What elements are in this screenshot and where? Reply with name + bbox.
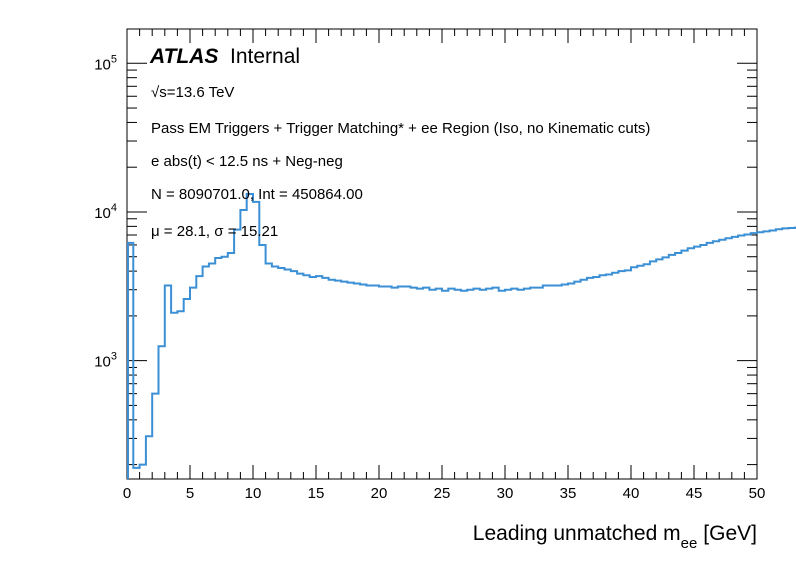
x-tick-label: 45 bbox=[686, 485, 703, 502]
atlas-sublabel: Internal bbox=[230, 45, 300, 68]
annotation-entries: N = 8090701.0, Int = 450864.00 bbox=[151, 186, 363, 203]
x-tick-label: 10 bbox=[245, 485, 262, 502]
annotation-energy: √s=13.6 TeV bbox=[151, 84, 234, 101]
x-tick-label: 5 bbox=[186, 485, 194, 502]
x-axis-label: Leading unmatched mee [GeV] bbox=[473, 522, 757, 552]
x-tick-label: 30 bbox=[497, 485, 514, 502]
x-axis-ticks: 0 5 10 15 20 25 30 35 40 45 50 bbox=[123, 29, 766, 502]
x-tick-label: 50 bbox=[749, 485, 766, 502]
atlas-label: ATLAS bbox=[149, 45, 218, 68]
x-tick-label: 40 bbox=[623, 485, 640, 502]
annotation-selection: Pass EM Triggers + Trigger Matching* + e… bbox=[151, 120, 650, 137]
annotation-stats: μ = 28.1, σ = 15.21 bbox=[151, 223, 278, 240]
y-minor-ticks bbox=[127, 69, 757, 466]
x-tick-label: 15 bbox=[308, 485, 325, 502]
y-axis-ticks: 103 104 105 bbox=[94, 53, 757, 371]
y-tick-label: 104 bbox=[94, 202, 117, 222]
y-tick-label: 105 bbox=[94, 53, 117, 73]
x-tick-label: 35 bbox=[560, 485, 577, 502]
annotation-timing: e abs(t) < 12.5 ns + Neg-neg bbox=[151, 153, 343, 170]
x-tick-label: 25 bbox=[434, 485, 451, 502]
histogram-series bbox=[127, 193, 796, 479]
histogram-step-line bbox=[127, 193, 796, 469]
y-tick-label: 103 bbox=[94, 351, 117, 371]
x-tick-label: 0 bbox=[123, 485, 131, 502]
x-tick-label: 20 bbox=[371, 485, 388, 502]
